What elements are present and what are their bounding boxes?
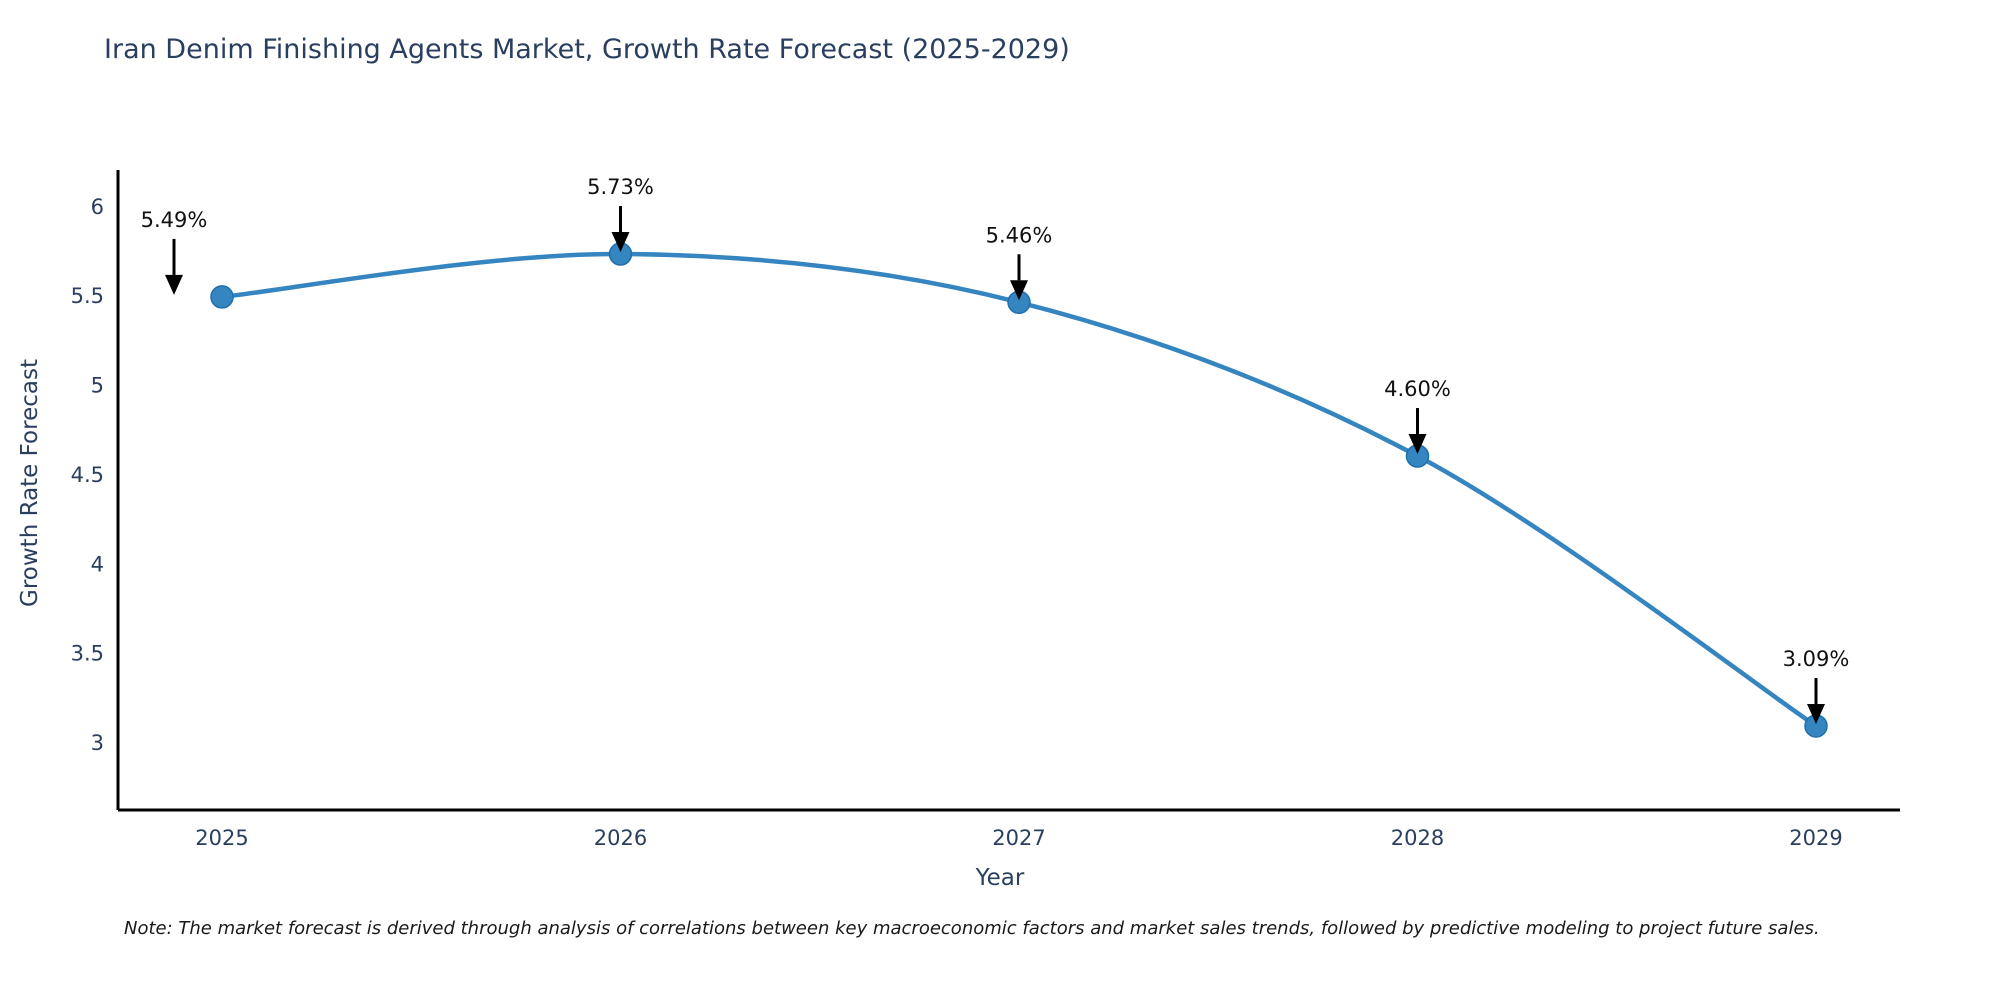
annotation-arrow-head bbox=[1010, 280, 1028, 301]
x-tick-label: 2028 bbox=[1391, 826, 1444, 850]
data-point-marker[interactable] bbox=[210, 285, 234, 309]
chart-footnote: Note: The market forecast is derived thr… bbox=[124, 918, 1820, 939]
annotation-arrow-head bbox=[611, 232, 630, 253]
y-tick-label: 5 bbox=[91, 374, 104, 398]
x-tick-label: 2026 bbox=[594, 826, 647, 850]
y-tick-label: 5.5 bbox=[71, 284, 104, 308]
data-point-label: 5.46% bbox=[986, 223, 1053, 247]
y-tick-label: 3 bbox=[91, 731, 104, 755]
data-point-markers bbox=[210, 242, 1828, 738]
y-axis-tick-labels: 6 5.5 5 4.5 4 3.5 3 bbox=[71, 195, 104, 755]
annotation-arrow-head bbox=[1807, 703, 1825, 724]
data-point-label: 5.49% bbox=[141, 208, 208, 232]
y-tick-label: 4.5 bbox=[71, 463, 104, 487]
data-point-label: 3.09% bbox=[1783, 647, 1850, 671]
data-point-label: 4.60% bbox=[1384, 377, 1451, 401]
y-tick-label: 3.5 bbox=[71, 642, 104, 666]
data-point-annotations: 5.49% 5.73% 5.46% 4.60% 3.09% bbox=[141, 175, 1850, 724]
data-point-label: 5.73% bbox=[587, 175, 654, 199]
x-axis-title: Year bbox=[975, 865, 1025, 891]
x-tick-label: 2029 bbox=[1789, 826, 1842, 850]
forecast-line-series bbox=[219, 251, 1819, 729]
annotation-arrow-head bbox=[165, 274, 183, 295]
x-tick-label: 2025 bbox=[195, 826, 248, 850]
y-tick-label: 6 bbox=[91, 195, 104, 219]
page-title: Iran Denim Finishing Agents Market, Grow… bbox=[104, 34, 1070, 65]
annotation-arrow-head bbox=[1408, 434, 1427, 455]
x-axis-tick-labels: 2025 2026 2027 2028 2029 bbox=[195, 826, 1842, 850]
x-tick-label: 2027 bbox=[992, 826, 1045, 850]
y-tick-label: 4 bbox=[91, 552, 104, 576]
